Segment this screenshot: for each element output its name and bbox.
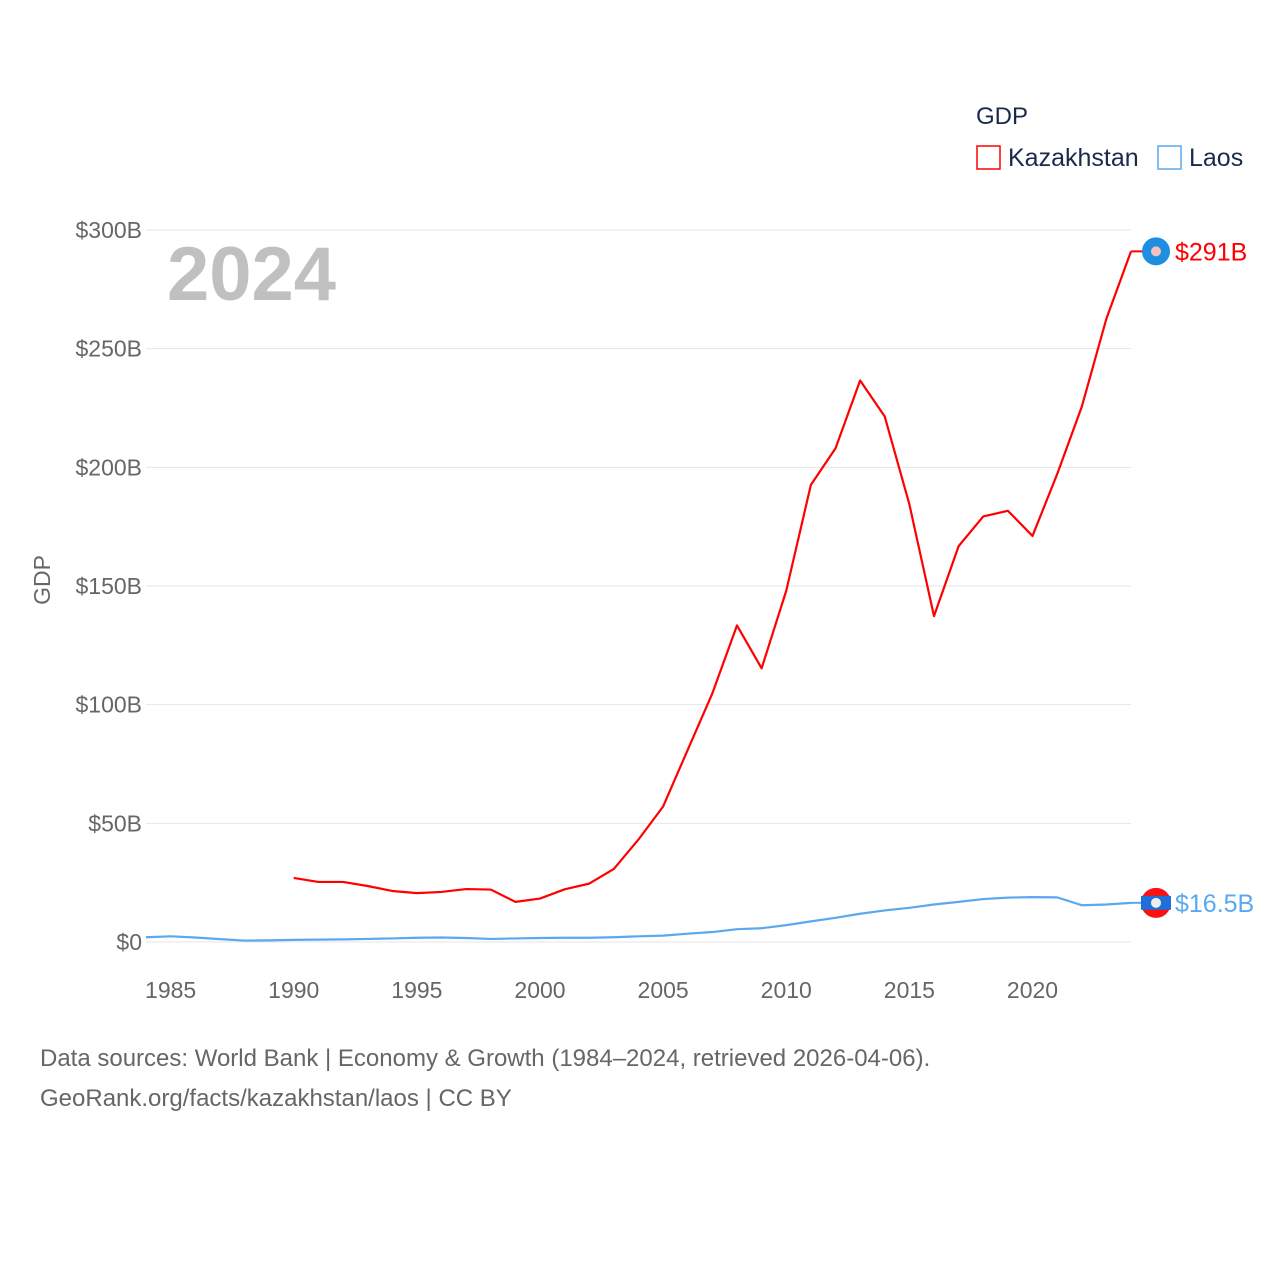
y-tick-label: $200B <box>75 454 142 480</box>
legend-label-laos: Laos <box>1189 144 1243 172</box>
legend-swatch-laos <box>1157 145 1182 170</box>
y-tick-label: $300B <box>75 217 142 243</box>
x-tick-label: 2005 <box>638 977 689 1003</box>
flag-disc <box>1151 897 1161 908</box>
legend-label-kazakhstan: Kazakhstan <box>1008 144 1139 172</box>
x-tick-label: 2000 <box>514 977 565 1003</box>
series-line-laos <box>145 896 1132 942</box>
legend-swatch-kazakhstan <box>976 145 1001 170</box>
x-tick-label: 2020 <box>1007 977 1058 1003</box>
y-tick-label: $150B <box>75 573 142 599</box>
x-tick-label: 1990 <box>268 977 319 1003</box>
x-tick-label: 2015 <box>884 977 935 1003</box>
x-tick-label: 1985 <box>145 977 196 1003</box>
y-axis-title: GDP <box>29 555 55 605</box>
end-value-label-kazakhstan: $291B <box>1175 238 1247 266</box>
flag-sun <box>1151 246 1161 257</box>
x-tick-label: 1995 <box>391 977 442 1003</box>
footer-sources: Data sources: World Bank | Economy & Gro… <box>40 1045 931 1072</box>
series-line-kazakhstan <box>293 250 1133 903</box>
legend-title: GDP <box>976 103 1028 130</box>
y-tick-label: $50B <box>88 810 142 836</box>
y-tick-label: $250B <box>75 336 142 362</box>
y-tick-label: $0 <box>116 929 142 955</box>
footer-link[interactable]: GeoRank.org/facts/kazakhstan/laos | CC B… <box>40 1085 512 1112</box>
end-value-label-laos: $16.5B <box>1175 890 1254 918</box>
y-tick-label: $100B <box>75 692 142 718</box>
year-watermark: 2024 <box>167 232 336 317</box>
x-tick-label: 2010 <box>761 977 812 1003</box>
